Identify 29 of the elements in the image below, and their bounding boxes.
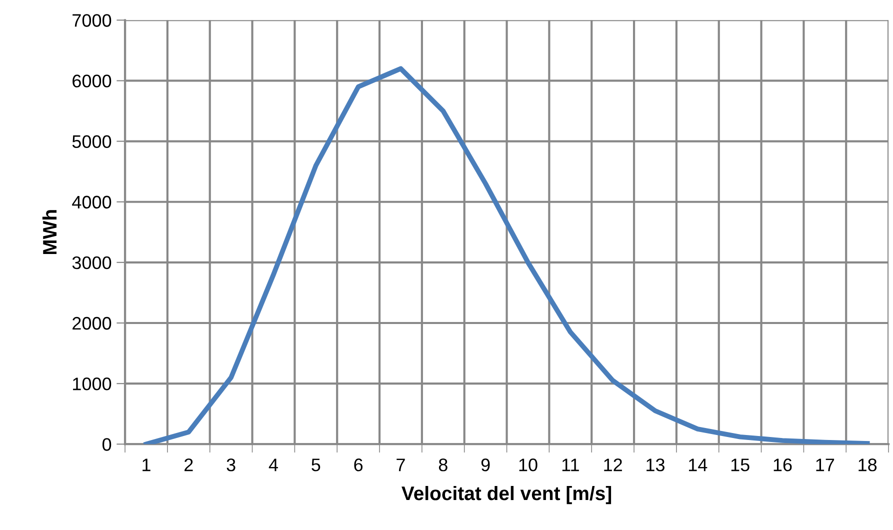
x-tick-label: 2: [184, 458, 193, 472]
y-tick-label: 3000: [72, 256, 112, 270]
x-tick-label: 6: [354, 458, 363, 472]
x-tick-label: 5: [312, 458, 320, 472]
x-axis-title: Velocitat del vent [m/s]: [402, 486, 612, 504]
y-axis-title: MWh: [42, 210, 57, 254]
y-tick-label: 0: [102, 438, 112, 451]
x-tick-label: 16: [774, 458, 792, 472]
x-tick-label: 15: [731, 458, 750, 472]
line-series: [144, 66, 870, 444]
x-tick-label: 17: [816, 458, 834, 472]
x-tick-label: 9: [481, 458, 490, 472]
y-tick-label: 5000: [72, 135, 112, 148]
x-tick-label: 14: [688, 458, 708, 472]
y-tick-label: 6000: [72, 74, 112, 88]
x-tick-label: 18: [858, 458, 877, 472]
y-tick-label: 1000: [73, 378, 112, 390]
x-tick-label: 1: [142, 458, 150, 472]
x-tick-label: 8: [438, 458, 448, 472]
x-tick-label: 4: [268, 458, 278, 472]
x-tick-label: 10: [519, 458, 538, 472]
y-tick-label: 4000: [72, 196, 112, 209]
x-tick-label: 3: [226, 458, 236, 472]
x-tick-label: 12: [604, 458, 622, 472]
x-tick-label: 7: [396, 458, 405, 472]
y-tick-label: 7000: [72, 14, 112, 27]
x-tick-label: 13: [646, 458, 664, 472]
x-tick-label: 11: [562, 458, 579, 472]
y-tick-label: 2000: [72, 316, 112, 330]
